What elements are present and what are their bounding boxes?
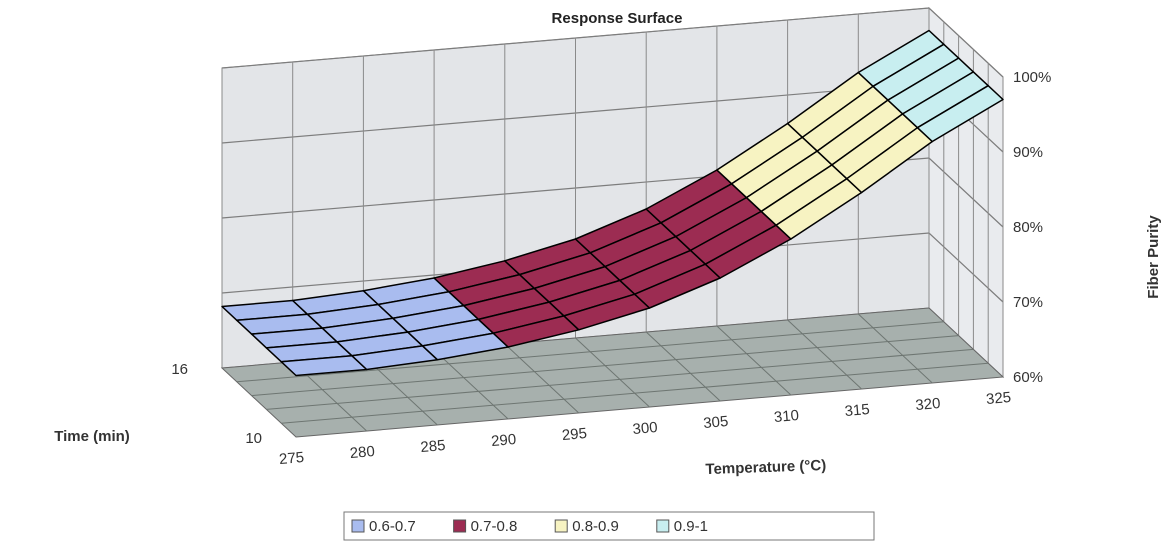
legend-label: 0.7-0.8 [471, 518, 518, 535]
legend-swatch [351, 519, 365, 533]
tick-labels: 275 280 285 290 295 300 305 310 315 320 325 10 16 60%… [171, 69, 1051, 468]
x-axis-label: Temperature (°C) [705, 457, 826, 478]
x-tick-label: 295 [561, 425, 587, 444]
x-tick-label: 290 [490, 431, 516, 450]
y-axis-label: Time (min) [54, 428, 130, 445]
z-axis-label: Fiber Purity [1145, 215, 1162, 299]
y-tick-label: 16 [171, 361, 188, 378]
floor-gridline [266, 348, 974, 410]
floor-gridline [251, 335, 959, 397]
floor-gridline [716, 325, 792, 396]
z-tick-label: 60% [1013, 369, 1043, 386]
floor-gridline [787, 319, 862, 390]
floor-gridline [281, 362, 989, 424]
x-tick-label: 315 [844, 401, 870, 420]
x-tick-label: 305 [703, 413, 729, 432]
legend-frame [343, 511, 875, 541]
x-tick-label: 300 [632, 419, 658, 438]
x-tick-label: 280 [349, 443, 375, 462]
legend-label: 0.9-1 [674, 518, 708, 535]
x-tick-label: 325 [985, 389, 1011, 408]
legend-label: 0.6-0.7 [369, 518, 416, 535]
x-tick-label: 310 [773, 407, 799, 426]
z-tick-label: 100% [1013, 69, 1051, 86]
floor-gridline [504, 343, 580, 414]
legend-swatch [453, 519, 467, 533]
legend-swatch [554, 519, 568, 533]
floor-gridline [575, 337, 650, 408]
floor-gridline [433, 349, 509, 420]
x-tick-label: 275 [278, 449, 304, 468]
x-tick-label: 285 [420, 437, 446, 456]
z-tick-label: 70% [1013, 294, 1043, 311]
y-tick-label: 10 [245, 430, 262, 447]
chart-walls [220, 6, 1005, 438]
x-tick-label: 320 [915, 395, 941, 414]
floor-gridline [645, 331, 721, 402]
legend-swatch [656, 519, 670, 533]
z-tick-label: 80% [1013, 219, 1043, 236]
floor-gridline [857, 313, 933, 384]
chart-title: Response Surface [552, 10, 683, 27]
z-tick-label: 90% [1013, 144, 1043, 161]
legend: 0.6-0.7 0.7-0.8 0.8-0.9 0.9-1 [343, 511, 875, 541]
floor-gridline [236, 321, 944, 383]
surface-mesh [221, 29, 1004, 377]
legend-label: 0.8-0.9 [572, 518, 619, 535]
surface-cell [916, 84, 1004, 143]
